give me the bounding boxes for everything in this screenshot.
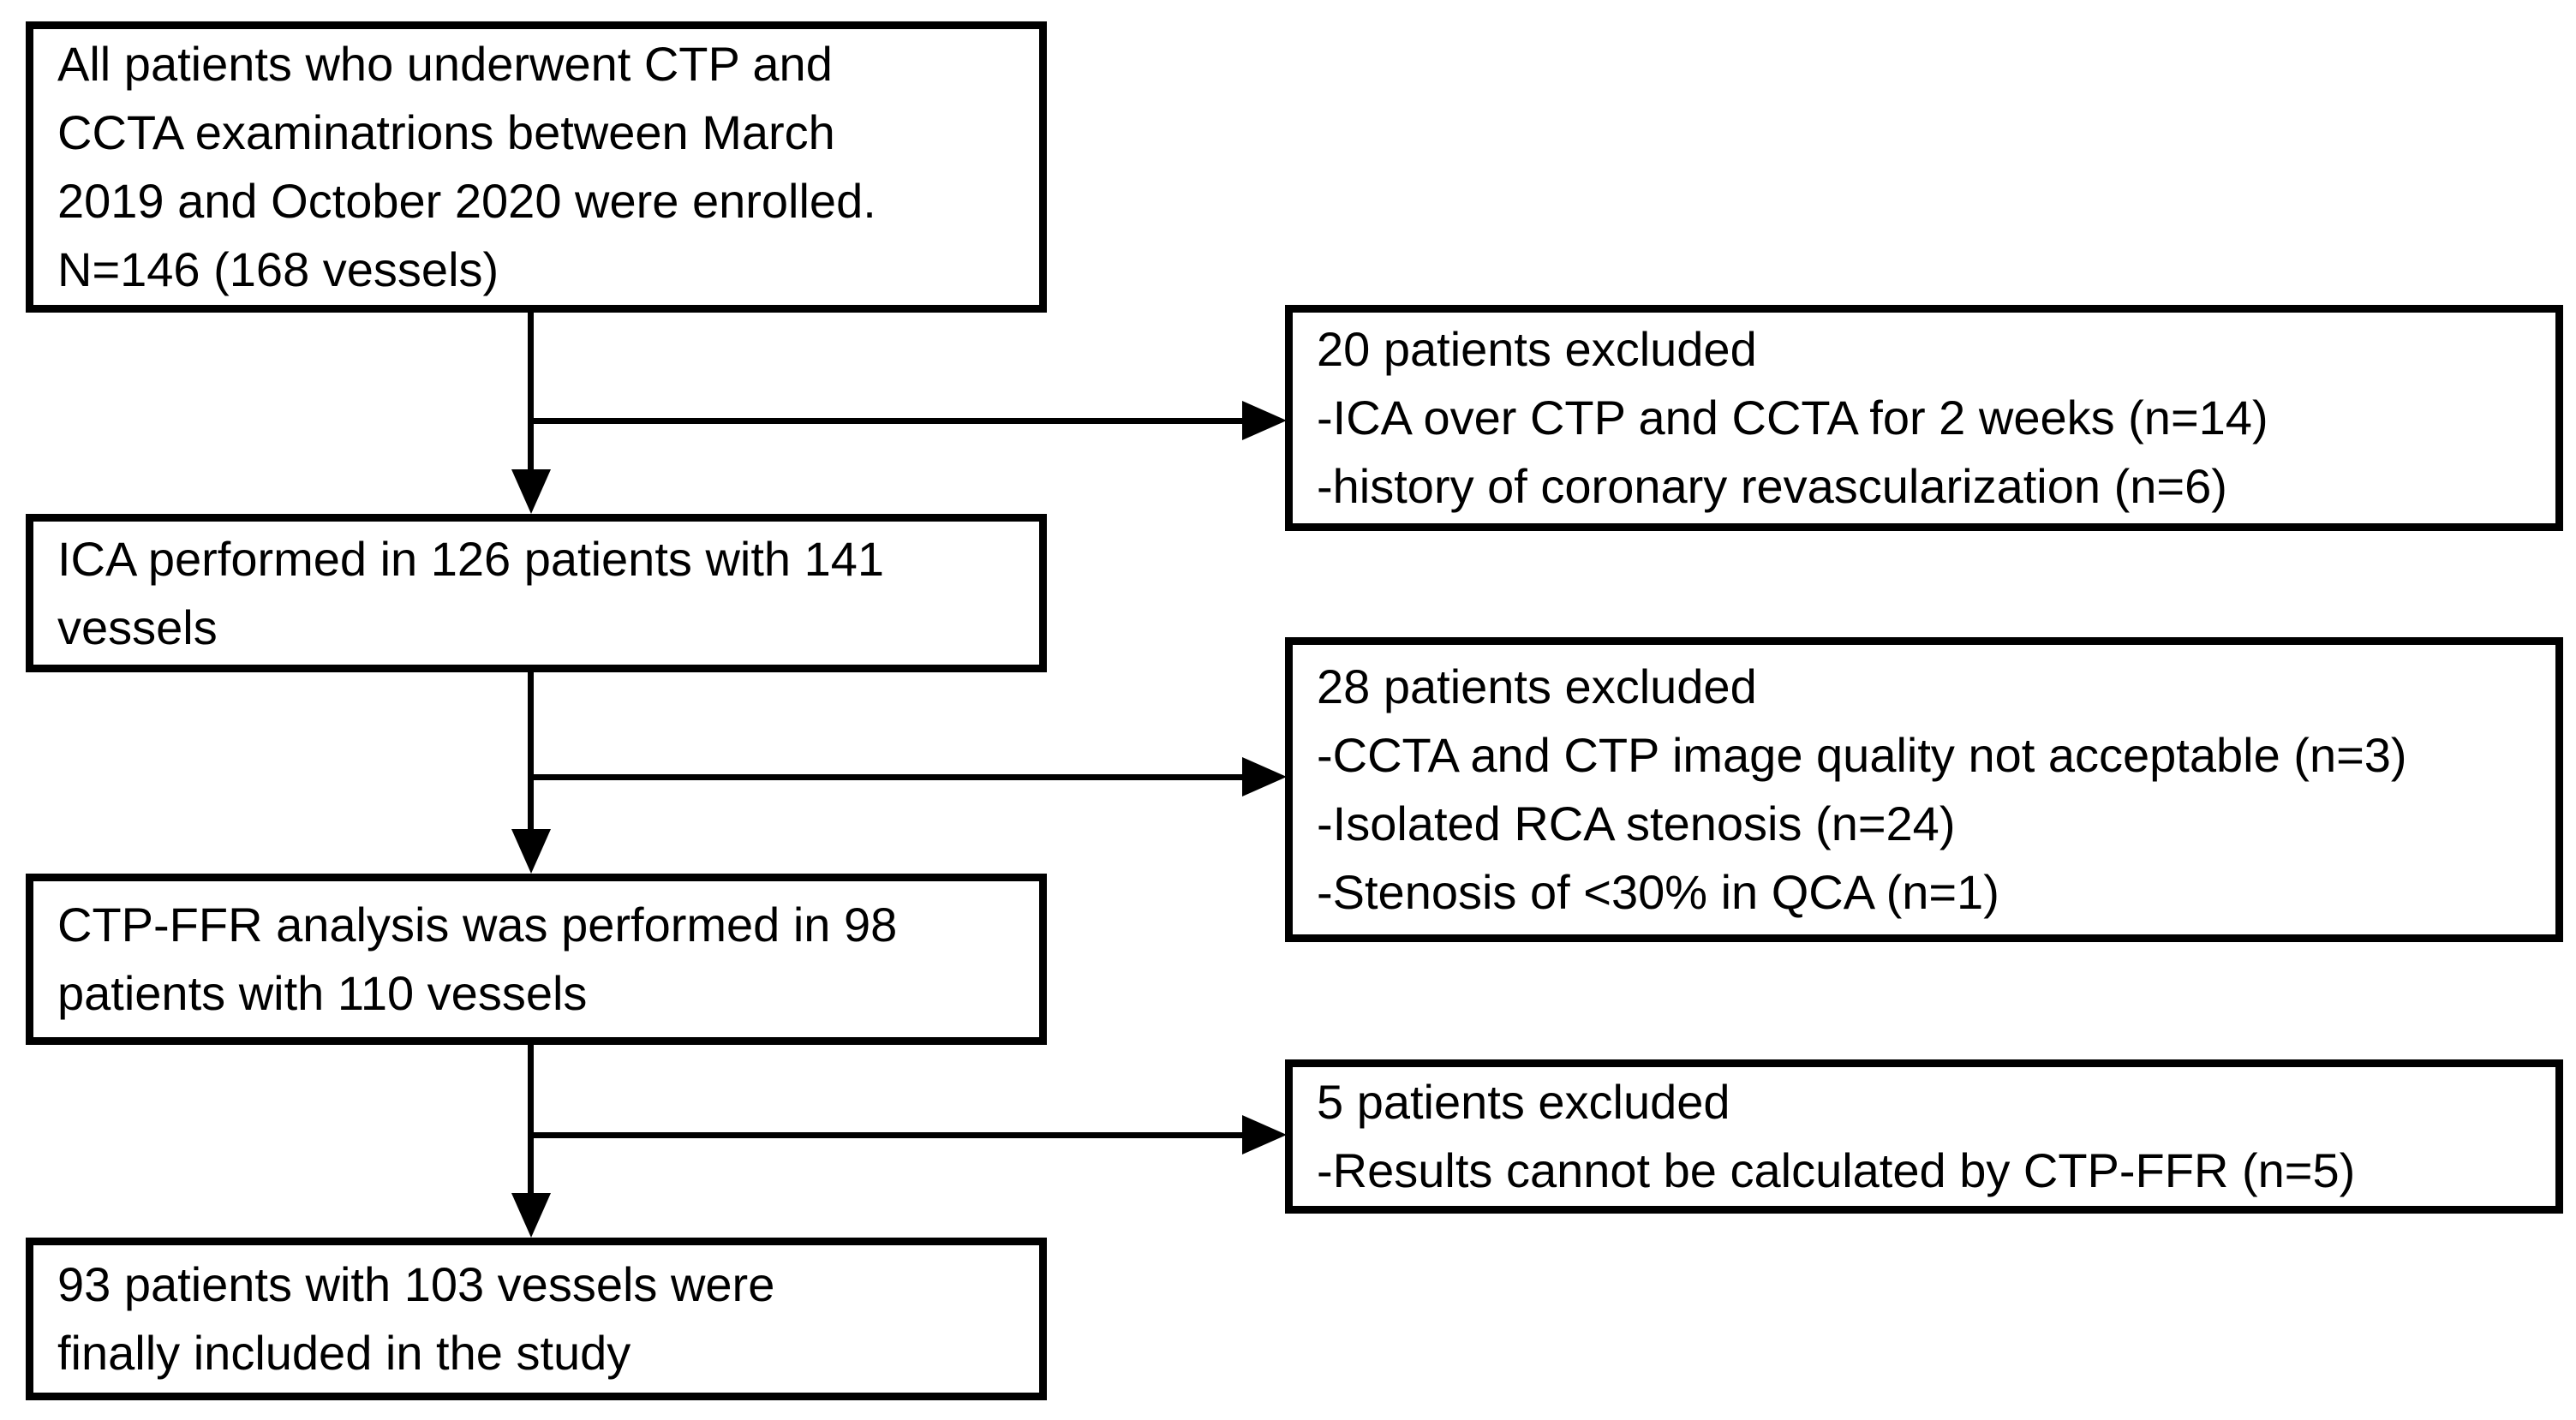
box-ctpffr-analysis: CTP-FFR analysis was performed in 98 pat… [26,874,1047,1045]
box-line: -Stenosis of <30% in QCA (n=1) [1317,865,1999,919]
box-line: 28 patients excluded [1317,659,1757,713]
connector-branch-excluded1 [528,418,1242,424]
arrowhead-right-icon [1242,757,1287,797]
box-line: N=146 (168 vessels) [57,242,499,296]
connector-enrolled-to-ica [528,313,534,475]
arrowhead-down-icon [511,1193,551,1238]
box-excluded-20-patients: 20 patients excluded -ICA over CTP and C… [1285,305,2563,531]
box-line: CCTA examinatrions between March [57,105,835,159]
box-enrolled-cohort: All patients who underwent CTP and CCTA … [26,21,1047,313]
box-line: 93 patients with 103 vessels were [57,1257,775,1311]
arrowhead-right-icon [1242,1115,1287,1154]
box-line: vessels [57,600,218,654]
arrowhead-right-icon [1242,401,1287,440]
connector-ctpffr-to-final [528,1045,534,1193]
arrowhead-down-icon [511,829,551,874]
connector-branch-excluded2 [528,774,1242,780]
box-line: -CCTA and CTP image quality not acceptab… [1317,728,2407,782]
box-line: -history of coronary revascularization (… [1317,459,2227,513]
box-line: -ICA over CTP and CCTA for 2 weeks (n=14… [1317,391,2268,444]
box-line: 5 patients excluded [1317,1075,1730,1129]
box-line: -Results cannot be calculated by CTP-FFR… [1317,1143,2356,1197]
box-line: -Isolated RCA stenosis (n=24) [1317,797,1956,850]
box-excluded-5-patients: 5 patients excluded -Results cannot be c… [1285,1059,2563,1214]
box-line: 20 patients excluded [1317,322,1757,376]
box-final-included: 93 patients with 103 vessels were finall… [26,1238,1047,1400]
connector-ica-to-ctpffr [528,672,534,829]
box-line: finally included in the study [57,1326,631,1380]
box-line: All patients who underwent CTP and [57,37,833,91]
box-line: 2019 and October 2020 were enrolled. [57,174,876,228]
box-line: CTP-FFR analysis was performed in 98 [57,898,898,952]
arrowhead-down-icon [511,469,551,514]
box-line: patients with 110 vessels [57,966,588,1020]
box-line: ICA performed in 126 patients with 141 [57,531,885,586]
connector-branch-excluded3 [528,1132,1242,1138]
box-ica-performed: ICA performed in 126 patients with 141 v… [26,514,1047,672]
box-excluded-28-patients: 28 patients excluded -CCTA and CTP image… [1285,637,2563,942]
